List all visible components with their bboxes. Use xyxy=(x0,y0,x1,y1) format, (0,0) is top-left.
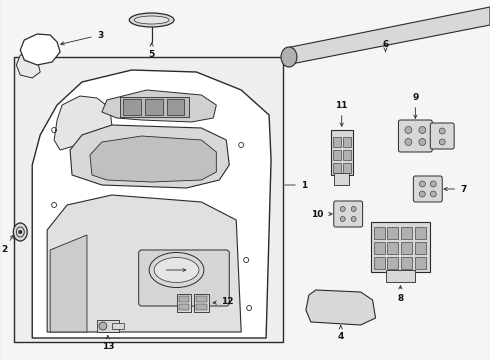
Ellipse shape xyxy=(99,322,107,330)
Bar xyxy=(333,150,341,160)
FancyBboxPatch shape xyxy=(430,123,454,149)
Ellipse shape xyxy=(419,181,425,187)
Ellipse shape xyxy=(281,47,297,67)
Bar xyxy=(334,173,349,185)
Ellipse shape xyxy=(129,13,174,27)
Ellipse shape xyxy=(439,128,445,134)
Ellipse shape xyxy=(154,257,199,283)
Bar xyxy=(416,257,426,269)
Bar xyxy=(176,294,192,312)
Polygon shape xyxy=(20,34,60,65)
Bar xyxy=(14,57,283,342)
Polygon shape xyxy=(47,195,241,332)
Text: 3: 3 xyxy=(61,31,103,45)
Text: 2: 2 xyxy=(1,235,13,255)
Polygon shape xyxy=(306,290,375,325)
Bar xyxy=(167,99,185,115)
Ellipse shape xyxy=(13,223,27,241)
Bar xyxy=(333,137,341,147)
Text: 11: 11 xyxy=(336,101,348,126)
Text: 4: 4 xyxy=(338,326,344,341)
Text: 5: 5 xyxy=(148,43,155,59)
Ellipse shape xyxy=(351,207,356,212)
Bar xyxy=(370,222,430,272)
Text: 6: 6 xyxy=(382,40,389,52)
FancyBboxPatch shape xyxy=(334,201,363,227)
Bar xyxy=(123,99,141,115)
Ellipse shape xyxy=(340,207,345,212)
Text: 1: 1 xyxy=(285,180,307,189)
Text: 8: 8 xyxy=(397,286,404,303)
Bar xyxy=(196,296,207,302)
Bar xyxy=(416,242,426,254)
FancyBboxPatch shape xyxy=(414,176,442,202)
Polygon shape xyxy=(50,235,87,332)
Polygon shape xyxy=(90,136,216,182)
Bar xyxy=(388,227,398,239)
Bar xyxy=(416,227,426,239)
Bar xyxy=(145,99,163,115)
Ellipse shape xyxy=(419,126,426,134)
Text: 9: 9 xyxy=(412,93,418,118)
Bar xyxy=(120,97,190,117)
Ellipse shape xyxy=(419,139,426,145)
Ellipse shape xyxy=(18,230,22,234)
Bar xyxy=(333,163,341,173)
Polygon shape xyxy=(32,70,271,338)
FancyBboxPatch shape xyxy=(398,120,432,152)
Ellipse shape xyxy=(149,252,204,288)
Bar xyxy=(373,242,385,254)
Ellipse shape xyxy=(419,191,425,197)
Bar xyxy=(178,296,190,302)
Bar xyxy=(401,227,413,239)
Bar xyxy=(112,323,124,329)
Bar xyxy=(343,137,351,147)
Ellipse shape xyxy=(439,139,445,145)
Polygon shape xyxy=(286,7,490,65)
Bar xyxy=(388,257,398,269)
Ellipse shape xyxy=(405,126,412,134)
Ellipse shape xyxy=(430,191,436,197)
Bar xyxy=(343,150,351,160)
Ellipse shape xyxy=(405,139,412,145)
Ellipse shape xyxy=(134,16,169,24)
Text: 7: 7 xyxy=(444,185,466,194)
Ellipse shape xyxy=(430,181,436,187)
Bar xyxy=(196,304,207,310)
Polygon shape xyxy=(70,125,229,188)
Bar xyxy=(401,242,413,254)
Polygon shape xyxy=(102,90,216,122)
Bar xyxy=(373,227,385,239)
Bar xyxy=(178,304,190,310)
Bar xyxy=(343,163,351,173)
Polygon shape xyxy=(16,55,40,78)
Bar xyxy=(97,320,119,332)
Text: 10: 10 xyxy=(312,210,332,219)
Polygon shape xyxy=(54,96,112,150)
Text: 13: 13 xyxy=(101,336,114,351)
Text: 12: 12 xyxy=(213,297,234,306)
Ellipse shape xyxy=(351,216,356,221)
Bar xyxy=(195,294,209,312)
Bar xyxy=(386,270,416,282)
Bar xyxy=(373,257,385,269)
FancyBboxPatch shape xyxy=(139,250,229,306)
Bar xyxy=(388,242,398,254)
Bar xyxy=(401,257,413,269)
Ellipse shape xyxy=(340,216,345,221)
Bar xyxy=(331,130,353,175)
